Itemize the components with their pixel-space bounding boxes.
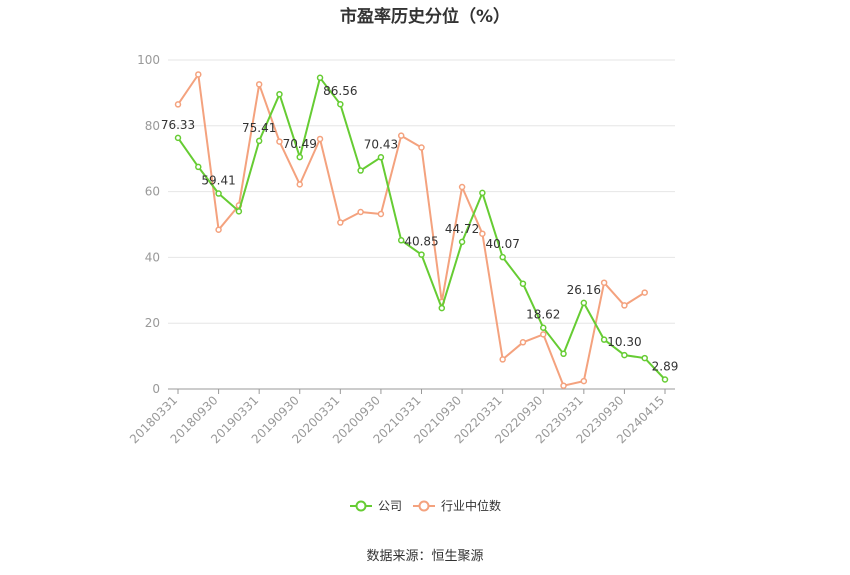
data-label: 44.72: [445, 222, 479, 236]
data-point: [519, 339, 527, 346]
data-point: [377, 210, 385, 218]
data-point: [499, 253, 506, 261]
data-label: 76.33: [161, 118, 195, 132]
data-point: [357, 167, 364, 174]
data-point: [418, 144, 425, 151]
data-point: [580, 299, 588, 307]
data-label: 10.30: [607, 335, 641, 349]
data-point: [296, 153, 303, 161]
data-point: [397, 237, 405, 244]
y-tick-label: 60: [145, 185, 160, 199]
data-point: [174, 101, 182, 108]
y-tick-label: 20: [145, 316, 160, 330]
data-point: [560, 382, 567, 389]
chart-title: 市盈率历史分位（%）: [339, 7, 511, 27]
data-point: [397, 132, 405, 139]
data-point: [215, 226, 222, 234]
data-source: 数据来源：恒生聚源: [366, 549, 484, 564]
data-point: [661, 376, 669, 383]
data-point: [316, 135, 324, 143]
data-label: 70.49: [283, 137, 317, 151]
legend-label: 行业中位数: [441, 498, 501, 513]
data-label: 26.16: [567, 283, 601, 297]
legend-marker: [418, 500, 430, 512]
data-point: [418, 251, 425, 258]
legend-marker: [355, 500, 367, 512]
data-label: 2.89: [652, 359, 679, 373]
series-line: [177, 73, 646, 387]
data-point: [479, 230, 486, 237]
data-point: [621, 351, 628, 359]
data-label: 70.43: [364, 137, 398, 151]
data-point: [337, 219, 344, 226]
data-point: [580, 377, 588, 385]
data-point: [540, 331, 547, 338]
data-point: [458, 183, 466, 191]
data-point: [296, 181, 303, 188]
data-point: [438, 304, 446, 312]
data-label: 59.41: [201, 174, 235, 188]
data-point: [357, 208, 364, 216]
data-point: [621, 302, 628, 309]
data-point: [377, 154, 385, 161]
y-tick-label: 80: [145, 119, 160, 133]
data-point: [174, 134, 182, 142]
legend-label: 公司: [378, 499, 402, 513]
data-point: [255, 81, 263, 88]
data-point: [499, 356, 506, 363]
data-point: [560, 350, 567, 358]
data-point: [215, 190, 222, 197]
data-point: [600, 336, 608, 343]
data-point: [195, 71, 202, 78]
y-tick-label: 40: [145, 250, 160, 264]
data-point: [337, 100, 344, 108]
data-point: [195, 163, 202, 171]
data-point: [235, 208, 243, 215]
data-label: 40.85: [404, 235, 438, 249]
y-tick-label: 100: [137, 53, 160, 67]
data-label: 40.07: [485, 237, 519, 251]
data-point: [458, 238, 466, 246]
data-point: [276, 138, 283, 145]
data-point: [641, 354, 648, 362]
data-point: [316, 74, 324, 82]
chart-svg: 0204060801002018033120180930201903312019…: [127, 53, 679, 513]
data-point: [276, 90, 283, 98]
data-point: [540, 324, 547, 331]
data-point: [519, 280, 527, 287]
data-point: [600, 279, 608, 286]
data-point: [641, 289, 648, 296]
data-point: [255, 137, 263, 145]
data-point: [479, 189, 486, 197]
data-label: 18.62: [526, 308, 560, 322]
data-label: 75.41: [242, 121, 276, 135]
data-label: 86.56: [323, 84, 357, 98]
y-tick-label: 0: [152, 382, 160, 396]
